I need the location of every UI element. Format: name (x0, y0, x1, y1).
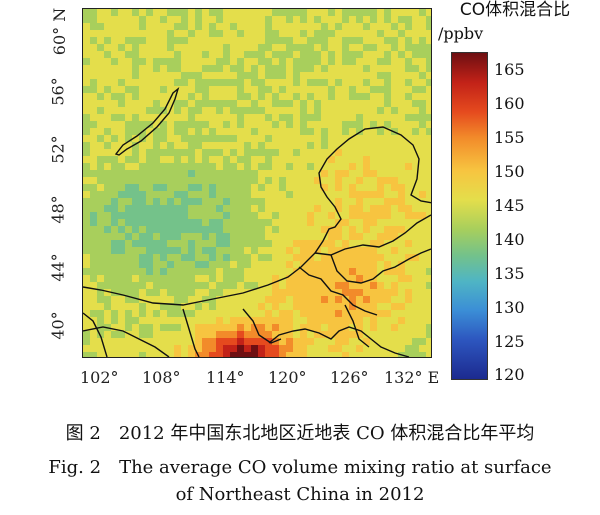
province-border (182, 308, 200, 357)
cb-tick-150: 150 (494, 162, 525, 181)
lon-tick-102: 102° (80, 368, 119, 387)
colorbar-unit: /ppbv (438, 24, 484, 43)
national-border (83, 126, 431, 306)
province-border (298, 266, 378, 316)
caption-english-line1: Fig. 2 The average CO volume mixing rati… (48, 457, 552, 478)
colorbar-title: CO体积混合比 (459, 0, 571, 20)
co-mixing-ratio-field (83, 9, 431, 357)
cb-tick-120: 120 (494, 365, 525, 384)
co-map (82, 8, 432, 358)
caption-chinese: 图 2 2012 年中国东北地区近地表 CO 体积混合比年平均 (65, 423, 535, 444)
province-border (83, 326, 170, 357)
lon-tick-108: 108° (142, 368, 181, 387)
cb-tick-145: 145 (494, 196, 525, 215)
caption-english-line2: of Northeast China in 2012 (175, 484, 425, 505)
cb-tick-125: 125 (494, 332, 525, 351)
lon-tick-126: 126° (330, 368, 369, 387)
province-border (330, 248, 431, 284)
coastline (268, 326, 410, 357)
cb-tick-140: 140 (494, 230, 525, 249)
lat-tick-56: 56° (48, 77, 68, 106)
lat-tick-48: 48° (48, 195, 68, 224)
lat-tick-52: 52° (48, 135, 68, 164)
colorbar (451, 52, 488, 380)
boundaries (83, 87, 431, 357)
cb-tick-130: 130 (494, 298, 525, 317)
lat-tick-60: 60° N (50, 7, 70, 56)
province-border (242, 308, 282, 344)
cb-tick-160: 160 (494, 94, 525, 113)
lake-outline (114, 87, 180, 156)
lon-tick-132: 132° E (384, 368, 440, 387)
co-pixel-grid (83, 9, 431, 357)
cb-tick-165: 165 (494, 60, 525, 79)
coastline (83, 312, 108, 357)
lon-tick-120: 120° (268, 368, 307, 387)
cb-tick-155: 155 (494, 128, 525, 147)
province-border (314, 214, 431, 256)
lon-tick-114: 114° (206, 368, 245, 387)
cb-tick-135: 135 (494, 264, 525, 283)
lat-tick-44: 44° (48, 253, 68, 282)
lat-tick-40: 40° (48, 311, 68, 340)
